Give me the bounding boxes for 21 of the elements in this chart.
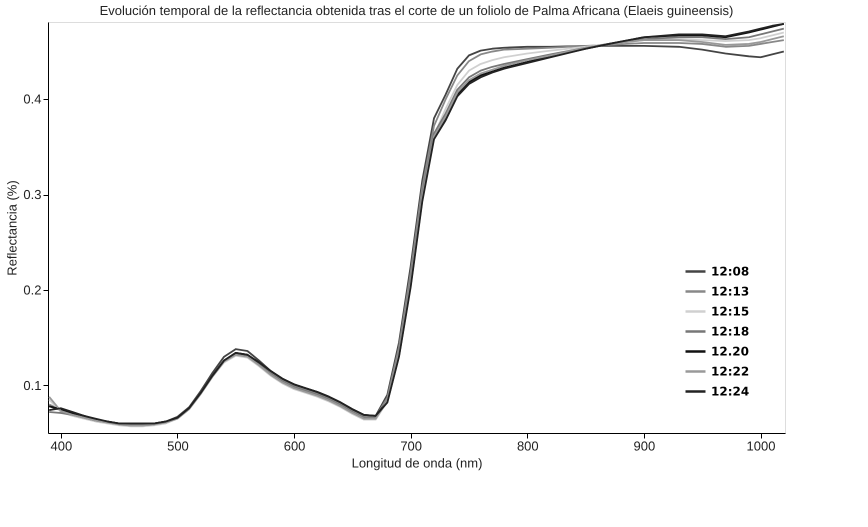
legend-label: 12:13 [711, 284, 750, 298]
legend-label: 12:08 [711, 264, 750, 278]
chart-title: Evolución temporal de la reflectancia obtenida tras el corte de un foliolo de Palma Africana (Elaeis guineensis) [100, 3, 734, 18]
legend-label: 12:18 [711, 324, 750, 338]
legend-label: 12:22 [711, 364, 750, 378]
x-tick-label: 800 [516, 438, 539, 454]
x-axis-title: Longitud de onda (nm) [352, 456, 482, 470]
x-tick-label: 700 [400, 438, 422, 454]
legend-label: 12:15 [711, 304, 750, 318]
legend-label: 12.20 [711, 344, 749, 358]
x-tick-label: 900 [634, 438, 656, 454]
x-tick-label: 500 [167, 438, 189, 454]
x-tick-label: 400 [50, 438, 72, 454]
y-tick-label: 0.2 [23, 282, 42, 298]
y-tick-label: 0.4 [23, 92, 42, 107]
y-tick-label: 0.3 [23, 187, 42, 202]
legend-label: 12:24 [711, 384, 750, 398]
y-axis-title: Reflectancia (%) [4, 180, 20, 276]
y-tick-label: 0.1 [23, 378, 42, 393]
x-tick-label: 600 [284, 438, 306, 454]
x-tick-label: 1000 [746, 438, 776, 454]
